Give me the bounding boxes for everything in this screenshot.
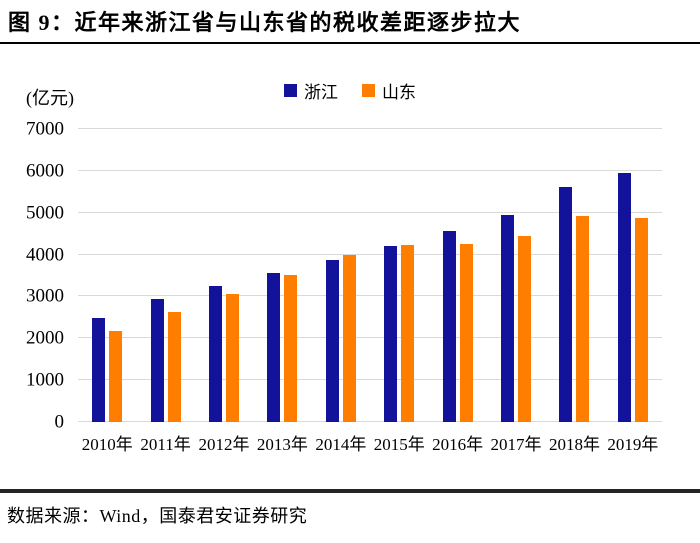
bar-浙江-2012年 — [209, 285, 223, 422]
bar-山东-2011年 — [167, 312, 181, 422]
bar-山东-2015年 — [401, 244, 415, 422]
bar-group-2018年 — [545, 129, 603, 422]
legend-item-浙江: 浙江 — [284, 78, 338, 103]
gridline-7000 — [78, 128, 662, 129]
y-axis-unit-label: (亿元) — [26, 88, 74, 108]
gridline-0 — [78, 421, 662, 422]
y-tick-label-3000: 3000 — [26, 285, 64, 307]
x-tick-label-2011年: 2011年 — [140, 435, 191, 454]
bar-group-2019年 — [604, 129, 662, 422]
x-tick-label-2014年: 2014年 — [315, 435, 367, 454]
bar-group-2014年 — [312, 129, 370, 422]
gridline-2000 — [78, 337, 662, 339]
x-tick-label-2012年: 2012年 — [198, 435, 250, 454]
bar-group-2015年 — [370, 129, 428, 422]
bar-山东-2012年 — [226, 293, 240, 422]
bar-group-2010年 — [78, 129, 136, 422]
y-tick-label-6000: 6000 — [26, 160, 64, 182]
bar-浙江-2010年 — [92, 318, 106, 422]
bar-山东-2013年 — [284, 274, 298, 422]
bar-山东-2019年 — [634, 217, 648, 422]
bar-浙江-2019年 — [617, 172, 631, 422]
y-tick-label-1000: 1000 — [26, 369, 64, 391]
title-rule — [0, 42, 700, 44]
bar-浙江-2011年 — [150, 298, 164, 422]
legend-label-浙江: 浙江 — [304, 83, 338, 102]
bar-山东-2010年 — [109, 331, 123, 422]
gridline-5000 — [78, 211, 662, 213]
bar-浙江-2017年 — [501, 214, 515, 422]
figure-title: 图 9：近年来浙江省与山东省的税收差距逐步拉大 — [8, 10, 522, 35]
x-tick-label-2015年: 2015年 — [373, 435, 425, 454]
legend: 浙江 山东 — [0, 78, 700, 103]
x-tick-label-2010年: 2010年 — [81, 435, 133, 454]
x-axis-labels: 2010年 2011年 2012年 2013年 2014年 2015年 2016年 2017年… — [78, 430, 662, 455]
bar-山东-2016年 — [459, 243, 473, 422]
bar-山东-2017年 — [518, 235, 532, 422]
y-axis-labels: 0 1000 2000 3000 4000 5000 6000 7000 — [0, 120, 64, 432]
legend-label-山东: 山东 — [382, 83, 416, 102]
gridline-3000 — [78, 295, 662, 297]
gridline-1000 — [78, 379, 662, 381]
bar-浙江-2014年 — [325, 260, 339, 422]
x-tick-label-2019年: 2019年 — [607, 435, 659, 454]
bar-浙江-2016年 — [442, 231, 456, 422]
bar-浙江-2013年 — [267, 272, 281, 422]
y-tick-label-0: 0 — [54, 411, 65, 433]
bottom-rule — [0, 489, 700, 493]
x-tick-label-2013年: 2013年 — [256, 435, 308, 454]
bar-山东-2014年 — [342, 255, 356, 422]
bar-group-2011年 — [136, 129, 194, 422]
bar-山东-2018年 — [576, 215, 590, 422]
bars-layer — [78, 129, 662, 422]
bar-group-2012年 — [195, 129, 253, 422]
gridline-6000 — [78, 169, 662, 171]
y-tick-label-4000: 4000 — [26, 244, 64, 266]
bar-group-2016年 — [428, 129, 486, 422]
gridline-4000 — [78, 253, 662, 255]
y-tick-label-7000: 7000 — [26, 118, 64, 140]
x-tick-label-2017年: 2017年 — [490, 435, 542, 454]
y-tick-label-5000: 5000 — [26, 202, 64, 224]
x-tick-label-2016年: 2016年 — [432, 435, 484, 454]
bar-浙江-2018年 — [559, 187, 573, 422]
bar-浙江-2015年 — [384, 245, 398, 422]
y-tick-label-2000: 2000 — [26, 327, 64, 349]
legend-swatch-山东 — [362, 84, 375, 97]
bar-group-2013年 — [253, 129, 311, 422]
legend-swatch-浙江 — [284, 84, 297, 97]
legend-item-山东: 山东 — [362, 78, 416, 103]
data-source: 数据来源：Wind，国泰君安证券研究 — [7, 506, 308, 526]
x-tick-label-2018年: 2018年 — [548, 435, 600, 454]
plot-area — [78, 128, 662, 422]
bar-group-2017年 — [487, 129, 545, 422]
